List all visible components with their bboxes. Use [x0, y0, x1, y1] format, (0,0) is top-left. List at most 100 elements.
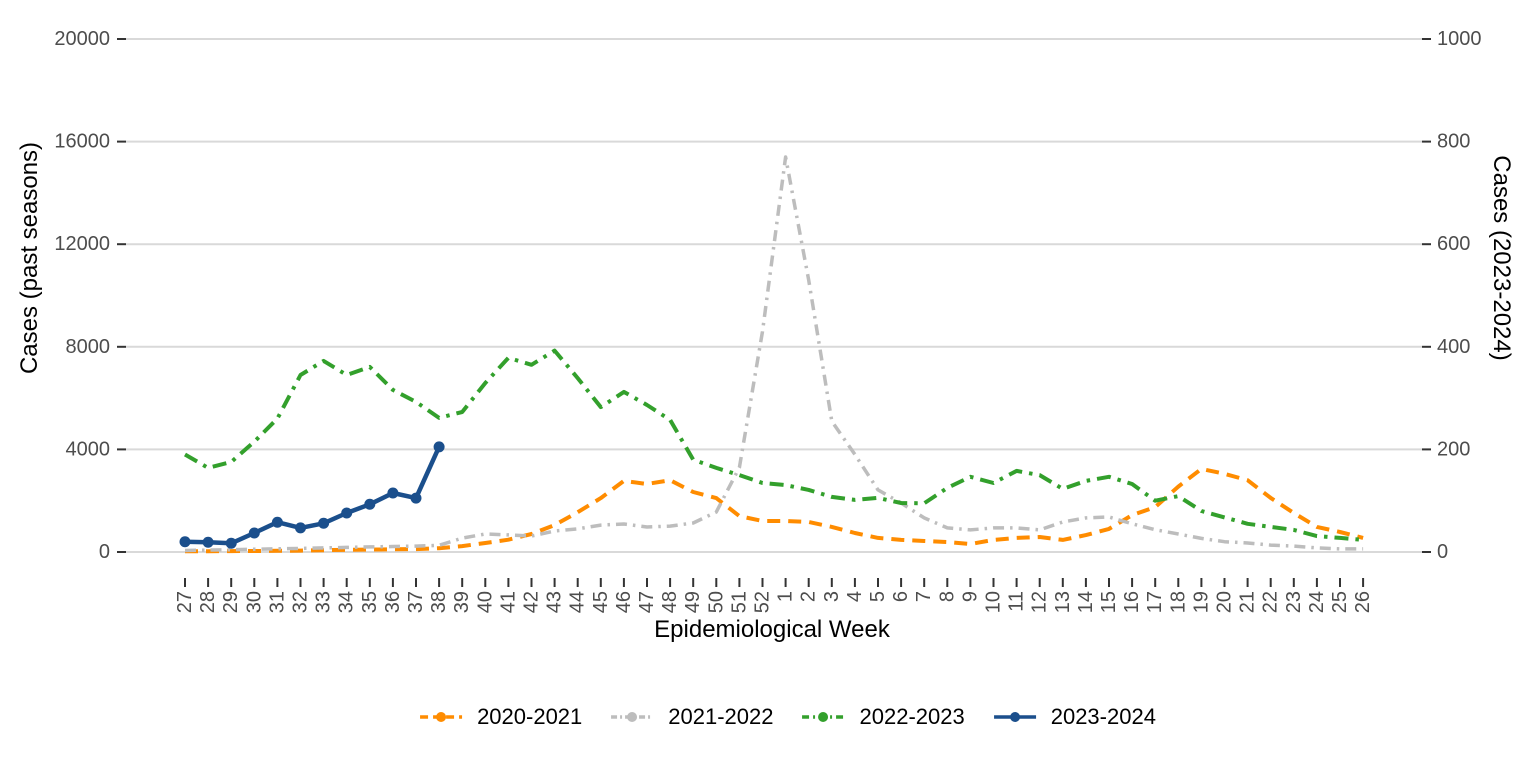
x-axis-tick-label: 38 [428, 591, 450, 613]
x-axis-tick-label: 34 [336, 591, 358, 613]
legend-item-2020-2021: 2020-2021 [418, 704, 582, 730]
x-axis-tick-label: 21 [1237, 591, 1259, 613]
x-axis-tick-label: 35 [359, 591, 381, 613]
right-axis-tick-label: 200 [1437, 438, 1470, 460]
x-axis-tick-label: 7 [913, 591, 935, 602]
x-axis-tick-label: 45 [590, 591, 612, 613]
x-axis-tick-label: 2 [798, 591, 820, 602]
right-axis-tick-label: 1000 [1437, 28, 1482, 50]
legend-key-point [436, 712, 447, 722]
x-axis-tick-label: 9 [959, 591, 981, 602]
x-axis-tick-label: 52 [752, 591, 774, 613]
x-axis-tick-label: 48 [659, 591, 681, 613]
data-point-2023-2024 [248, 527, 260, 539]
x-axis-tick-label: 50 [705, 591, 727, 613]
legend-key-point [1009, 712, 1020, 722]
x-axis-tick-label: 46 [613, 591, 635, 613]
x-axis-tick-label: 1 [775, 591, 797, 602]
x-axis-tick-label: 14 [1075, 591, 1097, 613]
legend-label: 2022-2023 [859, 704, 965, 729]
x-axis-tick-label: 4 [844, 591, 866, 602]
x-axis-tick-label: 12 [1029, 591, 1051, 613]
right-axis-tick-label: 600 [1437, 233, 1470, 255]
x-axis-tick-label: 15 [1098, 591, 1120, 613]
data-point-2023-2024 [364, 498, 376, 510]
data-point-2023-2024 [410, 492, 422, 504]
x-axis-tick-label: 36 [382, 591, 404, 613]
x-axis-tick-label: 30 [243, 591, 265, 613]
x-axis-tick-label: 16 [1121, 591, 1143, 613]
legend-key-2020-2021 [420, 712, 463, 722]
series-line-2023-2024 [182, 444, 442, 546]
left-axis-tick-label: 0 [99, 541, 110, 563]
x-axis-tick-label: 41 [497, 591, 519, 613]
x-axis-tick-label: 8 [936, 591, 958, 602]
x-axis-tick-label: 28 [197, 591, 219, 613]
x-axis-tick-label: 23 [1283, 591, 1305, 613]
x-axis-tick-label: 40 [474, 591, 496, 613]
x-axis-tick-label: 43 [544, 591, 566, 613]
x-axis-tick-label: 39 [451, 591, 473, 613]
legend-label: 2020-2021 [477, 704, 583, 729]
x-axis-tick-label: 26 [1352, 591, 1374, 613]
right-axis-tick-label: 400 [1437, 336, 1470, 358]
data-point-2023-2024 [271, 516, 283, 528]
right-axis-tick-label: 800 [1437, 131, 1470, 153]
x-axis-tick-label: 47 [636, 591, 658, 613]
data-point-2023-2024 [225, 537, 237, 549]
legend-label: 2023-2024 [1050, 704, 1156, 729]
legend-label: 2021-2022 [668, 704, 774, 729]
left-axis-tick-label: 20000 [54, 28, 110, 50]
left-axis-tick-label: 16000 [54, 131, 110, 153]
right-axis-title: Cases (2023-2024) [1488, 155, 1515, 361]
legend-key-point [627, 712, 638, 722]
series-line-2021-2022 [184, 155, 1364, 553]
x-axis-tick-label: 6 [890, 591, 912, 602]
x-axis-tick-label: 51 [728, 591, 750, 613]
data-point-2023-2024 [179, 536, 191, 548]
x-axis-tick-label: 3 [821, 591, 843, 602]
legend-key-2022-2023 [802, 712, 845, 722]
x-axis-title: Epidemiological Week [654, 616, 890, 643]
legend-item-2021-2022: 2021-2022 [609, 704, 774, 730]
x-axis-tick-label: 10 [983, 591, 1005, 613]
legend-item-2023-2024: 2023-2024 [992, 704, 1156, 730]
x-axis-tick-label: 13 [1052, 591, 1074, 613]
x-axis-tick-label: 32 [290, 591, 312, 613]
x-axis-tick-label: 49 [682, 591, 704, 613]
data-point-2023-2024 [341, 507, 353, 519]
x-axis-tick-label: 31 [266, 591, 288, 613]
left-axis-tick-label: 4000 [66, 438, 111, 460]
left-axis-tick-label: 8000 [66, 336, 111, 358]
x-axis-tick-label: 22 [1260, 591, 1282, 613]
legend-key-2021-2022 [611, 712, 654, 722]
x-axis-tick-label: 33 [313, 591, 335, 613]
x-axis-tick-label: 11 [1006, 591, 1028, 612]
series-line-2022-2023 [183, 348, 1364, 542]
x-axis-tick-label: 37 [405, 591, 427, 613]
x-axis-tick-label: 5 [867, 591, 889, 602]
x-axis-tick-label: 18 [1167, 591, 1189, 613]
left-axis-tick-label: 12000 [54, 233, 110, 255]
x-axis-tick-label: 24 [1306, 591, 1328, 613]
x-axis-tick-label: 25 [1329, 591, 1351, 613]
x-axis-tick-label: 27 [174, 591, 196, 613]
data-point-2023-2024 [387, 487, 399, 499]
left-axis-title: Cases (past seasons) [16, 141, 43, 375]
data-point-2023-2024 [202, 536, 214, 548]
data-point-2023-2024 [295, 522, 306, 534]
right-axis-tick-label: 0 [1437, 541, 1448, 563]
legend-item-2022-2023: 2022-2023 [801, 704, 965, 730]
legend: 2020-2021 2021-2022 2022-2023 2023-2024 [418, 704, 1156, 730]
x-axis-tick-label: 19 [1190, 591, 1212, 613]
data-point-2023-2024 [433, 441, 445, 453]
x-axis-tick-label: 17 [1144, 591, 1166, 613]
data-point-2023-2024 [318, 517, 330, 529]
series-line-2020-2021 [185, 466, 1364, 554]
x-axis-tick-label: 42 [521, 591, 543, 613]
x-axis-tick-label: 44 [567, 591, 589, 613]
x-axis-tick-label: 29 [220, 591, 242, 613]
legend-key-2023-2024 [993, 712, 1036, 722]
